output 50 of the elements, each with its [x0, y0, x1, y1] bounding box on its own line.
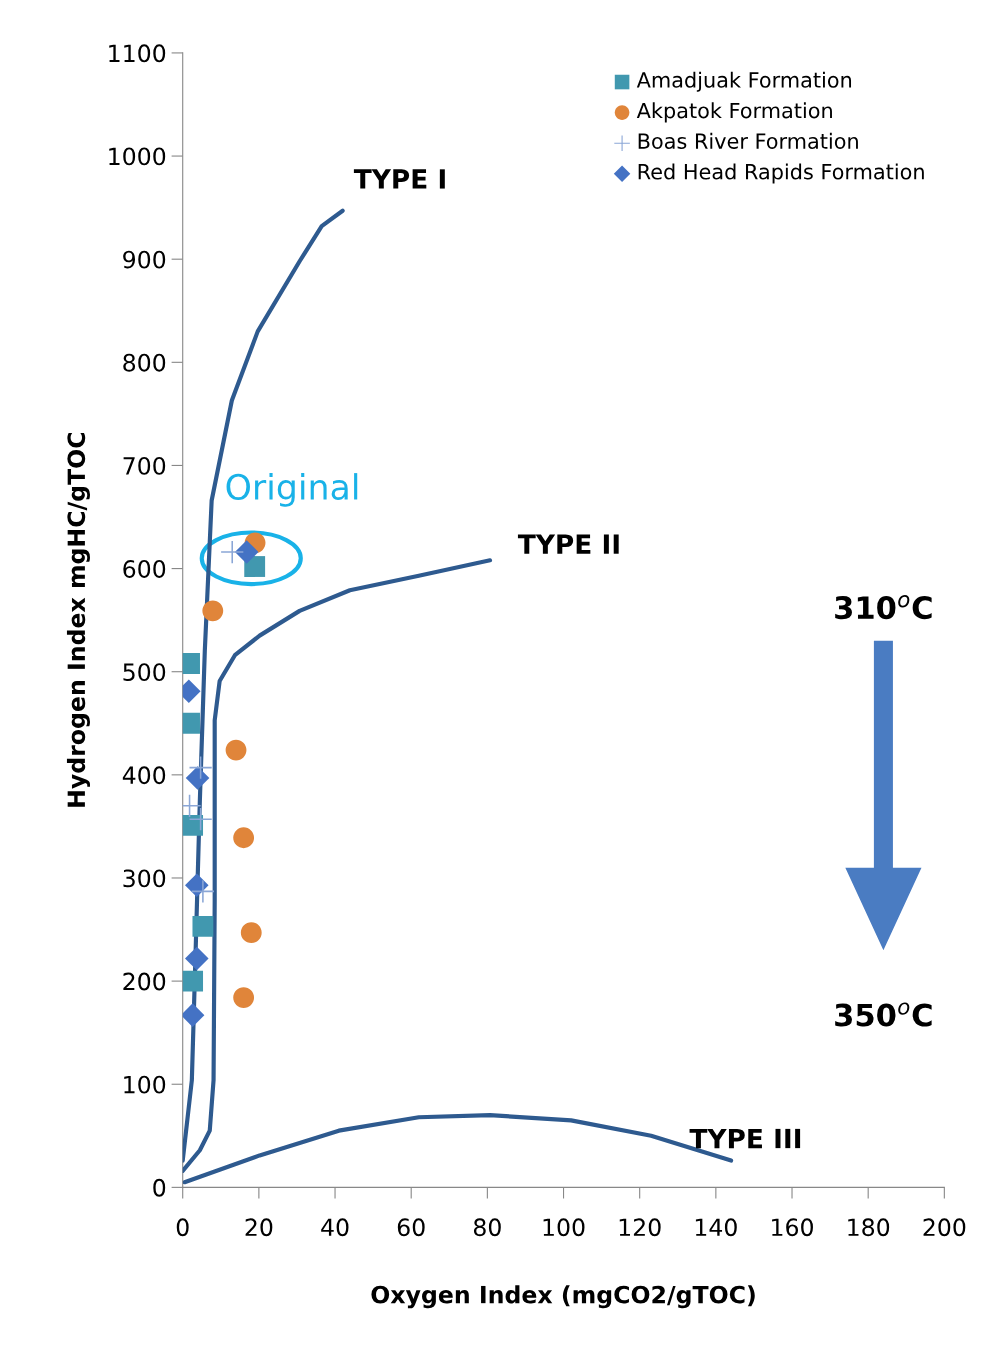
- x-axis-title: Oxygen Index (mgCO2/gTOC): [371, 1285, 755, 1309]
- annotation: TYPE I: [353, 169, 445, 189]
- legend-label: Boas River Formation: [638, 132, 858, 149]
- point: [185, 766, 210, 790]
- x-tick-label: 80: [473, 1218, 501, 1237]
- legend-label: Amadjuak Formation: [636, 71, 852, 92]
- legend-label: Akpatok Formation: [636, 102, 832, 123]
- y-tick-label: 600: [123, 560, 166, 578]
- annotation: 350$^{o}$C: [835, 1002, 932, 1027]
- y-tick-label: 400: [122, 766, 166, 785]
- point: [182, 970, 204, 992]
- annotation: 310$^{o}$C: [835, 595, 932, 620]
- x-tick-label: 60: [397, 1218, 425, 1237]
- y-tick-label: 100: [124, 1075, 166, 1094]
- y-tick-label: 900: [123, 250, 166, 269]
- annotation: TYPE III: [689, 1128, 801, 1149]
- x-tick-label: 140: [695, 1218, 737, 1237]
- y-tick-label: 1100: [109, 44, 166, 63]
- x-tick-label: 180: [848, 1218, 890, 1237]
- annotation: Original: [226, 473, 358, 507]
- line-series: [182, 558, 493, 1173]
- y-tick-label: 300: [123, 869, 166, 888]
- point: [189, 808, 212, 831]
- point: [225, 739, 247, 761]
- point: [191, 880, 215, 903]
- point: [233, 987, 255, 1009]
- point: [221, 540, 244, 564]
- point: [192, 916, 214, 937]
- y-tick-label: 200: [123, 972, 166, 991]
- y-tick-label: 700: [123, 456, 166, 475]
- x-tick-label: 40: [321, 1218, 349, 1237]
- point: [240, 922, 262, 944]
- point: [202, 600, 224, 622]
- y-tick-label: 1000: [109, 147, 166, 166]
- y-tick-label: 500: [123, 663, 166, 682]
- x-tick-label: 20: [245, 1218, 273, 1237]
- annotation: TYPE II: [517, 534, 619, 554]
- point: [233, 827, 255, 849]
- y-tick-label: 800: [123, 353, 166, 372]
- x-tick-label: 100: [543, 1218, 585, 1237]
- legend-label: Red Head Rapids Formation: [638, 163, 924, 184]
- x-tick-label: 120: [619, 1218, 661, 1237]
- point: [185, 946, 209, 971]
- x-tick-label: 0: [176, 1218, 189, 1237]
- x-tick-label: 200: [923, 1218, 966, 1237]
- y-axis-title: Hydrogen Index mgHC/gTOC: [66, 432, 90, 807]
- x-tick-label: 160: [772, 1218, 813, 1237]
- point: [182, 1003, 205, 1027]
- y-tick-label: 0: [153, 1178, 166, 1197]
- point: [234, 540, 259, 564]
